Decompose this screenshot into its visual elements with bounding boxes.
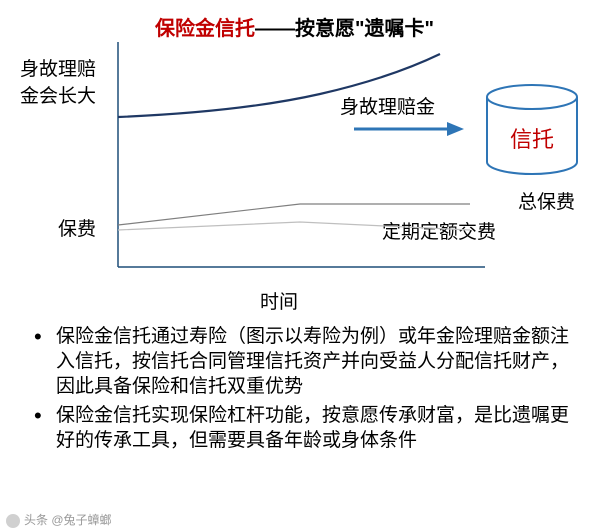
title: 保险金信托——按意愿"遗嘱卡" <box>155 12 434 41</box>
title-red: 保险金信托 <box>155 18 255 40</box>
footer-avatar-icon <box>6 514 20 528</box>
bullet-item: 保险金信托通过寿险（图示以寿险为例）或年金险理赔金额注入信托，按信托合同管理信托… <box>28 324 583 399</box>
benefit-curve <box>118 54 440 117</box>
footer-attribution: 头条 @兔子蟑螂 <box>6 511 112 528</box>
bullet-item: 保险金信托实现保险杠杆功能，按意愿传承财富，是比遗嘱更好的传承工具，但需要具备年… <box>28 403 583 453</box>
arrow-icon <box>352 120 467 138</box>
trust-label: 信托 <box>510 122 554 154</box>
bullet-list: 保险金信托通过寿险（图示以寿险为例）或年金险理赔金额注入信托，按信托合同管理信托… <box>28 324 583 457</box>
premium-line-2 <box>118 222 470 230</box>
chart-svg <box>20 42 590 317</box>
title-black: ——按意愿"遗嘱卡" <box>255 18 434 40</box>
footer-text: 头条 @兔子蟑螂 <box>24 513 112 527</box>
chart: 身故理赔 金会长大 保费 时间 身故理赔金 定期定额交费 总保费 信托 <box>20 42 590 317</box>
